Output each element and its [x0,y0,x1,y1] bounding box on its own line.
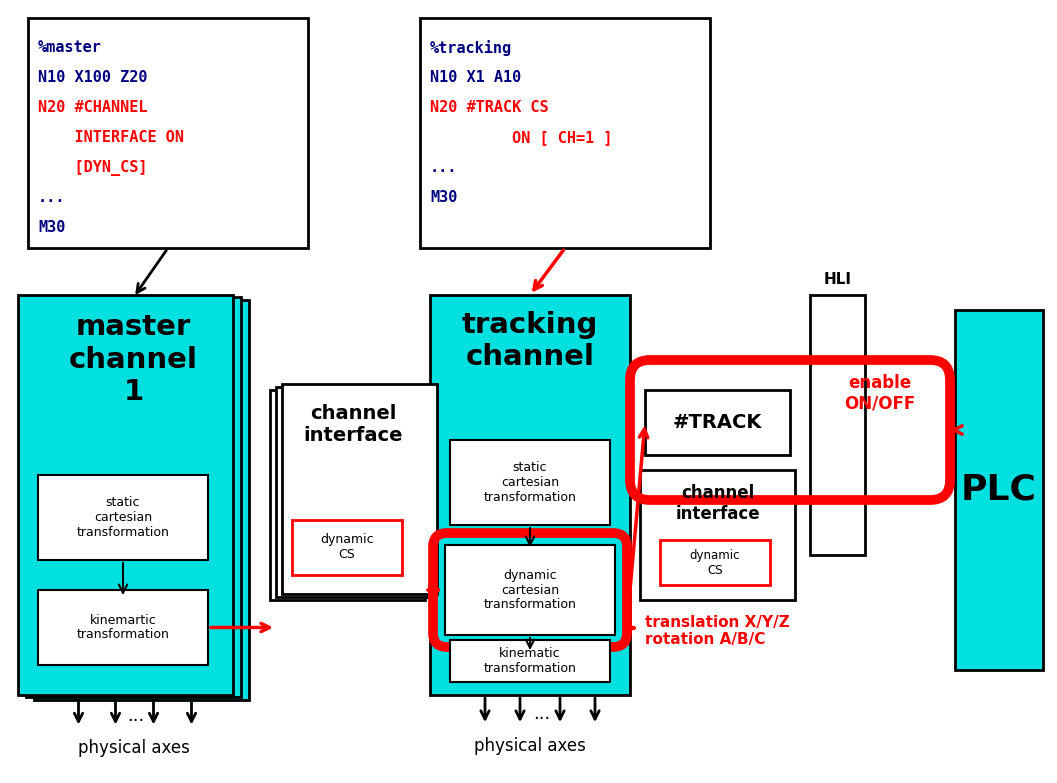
Bar [18,295,233,695]
Text: ...: ... [534,705,551,723]
Text: [DYN_CS]: [DYN_CS] [38,160,148,176]
Bar [282,384,437,594]
Text: %tracking: %tracking [430,40,513,56]
Text: tracking
channel: tracking channel [462,311,598,371]
Bar [660,540,769,585]
Text: dynamic
CS: dynamic CS [690,549,740,576]
Bar [956,310,1043,670]
Bar [810,295,865,555]
Text: M30: M30 [38,220,66,235]
Bar [26,298,241,698]
Text: dynamic
cartesian
transformation: dynamic cartesian transformation [483,568,576,612]
Text: enable
ON/OFF: enable ON/OFF [845,374,915,413]
Text: dynamic
CS: dynamic CS [320,533,374,561]
Text: translation X/Y/Z
rotation A/B/C: translation X/Y/Z rotation A/B/C [645,615,790,648]
Text: %master: %master [38,40,101,55]
Bar [420,18,710,248]
Text: physical axes: physical axes [77,739,189,757]
Text: M30: M30 [430,190,458,205]
Bar [445,545,615,635]
Text: N10 X100 Z20: N10 X100 Z20 [38,70,148,85]
Bar [276,387,431,597]
Text: master
channel
1: master channel 1 [69,313,198,406]
Text: PLC: PLC [961,473,1037,507]
Text: kinematic
transformation: kinematic transformation [483,647,576,675]
Text: channel
interface: channel interface [303,404,404,445]
Text: N20 #CHANNEL: N20 #CHANNEL [38,100,148,115]
Text: ON [ CH=1 ]: ON [ CH=1 ] [430,130,612,145]
Text: #TRACK: #TRACK [673,413,762,432]
Bar [645,390,790,455]
Bar [292,520,402,575]
Bar [38,590,208,665]
Bar [450,640,610,682]
Bar [270,390,425,600]
Bar [38,475,208,560]
Text: static
cartesian
transformation: static cartesian transformation [483,461,576,504]
Text: HLI: HLI [823,272,852,287]
Text: channel
interface: channel interface [675,484,760,523]
Text: ...: ... [38,190,66,205]
Text: ...: ... [430,160,458,175]
Text: ...: ... [127,707,144,725]
Text: INTERFACE ON: INTERFACE ON [38,130,184,145]
Text: physical axes: physical axes [474,737,586,755]
Text: N10 X1 A10: N10 X1 A10 [430,70,521,85]
Bar [34,300,249,700]
Bar [430,295,630,695]
Text: static
cartesian
transformation: static cartesian transformation [76,496,169,539]
Text: N20 #TRACK CS: N20 #TRACK CS [430,100,549,115]
Bar [450,440,610,525]
Bar [27,18,308,248]
Bar [639,470,795,600]
Text: kinemartic
transformation: kinemartic transformation [76,614,169,641]
